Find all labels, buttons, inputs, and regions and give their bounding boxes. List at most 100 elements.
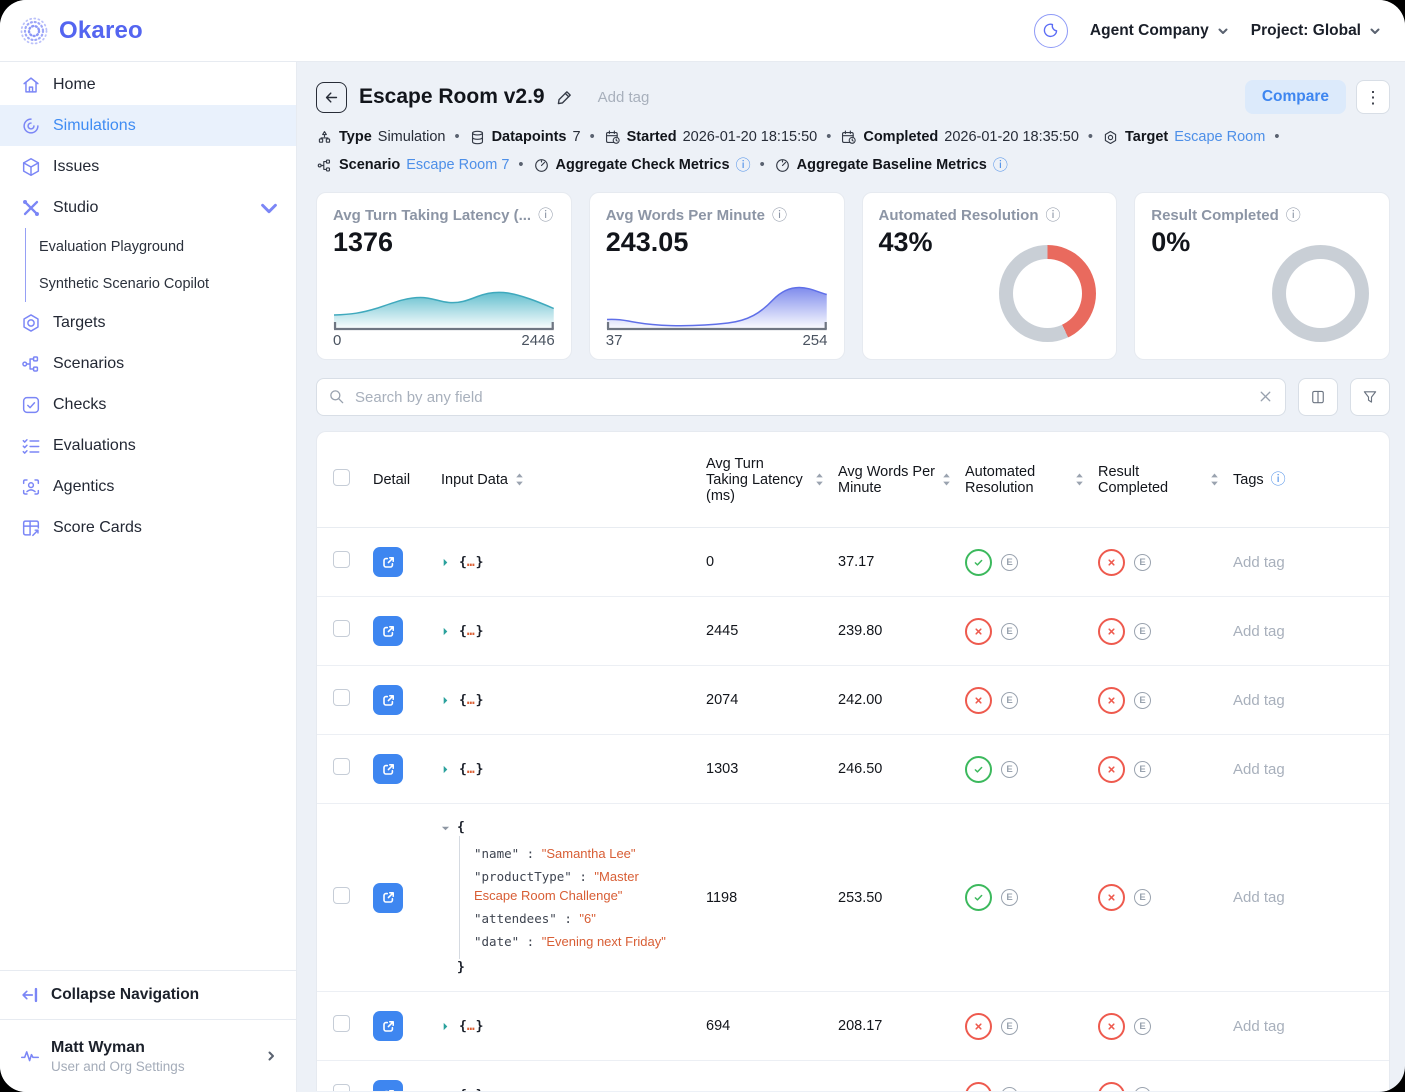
- edit-title-button[interactable]: [555, 88, 574, 107]
- check-square-icon: [19, 393, 43, 417]
- expand-caret-icon[interactable]: [441, 765, 450, 774]
- sidebar-item-home[interactable]: Home: [0, 64, 296, 105]
- expand-caret-icon[interactable]: [441, 627, 450, 636]
- explain-badge[interactable]: E: [1001, 761, 1018, 778]
- row-checkbox[interactable]: [333, 1084, 350, 1091]
- col-words[interactable]: Avg Words Per Minute: [838, 464, 965, 496]
- info-icon[interactable]: ⓘ: [993, 158, 1008, 173]
- explain-badge[interactable]: E: [1001, 1087, 1018, 1092]
- back-button[interactable]: [316, 82, 347, 113]
- row-add-tag[interactable]: Add tag: [1233, 761, 1373, 778]
- user-settings-row[interactable]: Matt Wyman User and Org Settings: [0, 1020, 296, 1092]
- sidebar-item-studio[interactable]: Studio: [0, 187, 296, 228]
- org-selector[interactable]: Agent Company: [1090, 22, 1229, 40]
- col-result-completed[interactable]: Result Completed: [1098, 464, 1233, 496]
- row-detail-button[interactable]: [373, 547, 403, 577]
- row-checkbox[interactable]: [333, 887, 350, 904]
- input-data-preview[interactable]: {…}: [459, 693, 483, 708]
- chevron-down-icon[interactable]: [258, 197, 280, 219]
- sidebar-item-label: Simulations: [53, 117, 136, 135]
- row-detail-button[interactable]: [373, 754, 403, 784]
- explain-badge[interactable]: E: [1001, 623, 1018, 640]
- target-link[interactable]: Escape Room: [1174, 129, 1265, 145]
- sidebar: Home Simulations Issues Studio Evaluatio…: [0, 62, 297, 1092]
- check-circle-icon: [965, 756, 992, 783]
- axis-min-label: 0: [333, 332, 341, 349]
- row-detail-button[interactable]: [373, 883, 403, 913]
- row-checkbox[interactable]: [333, 689, 350, 706]
- input-data-preview[interactable]: {…}: [459, 555, 483, 570]
- explain-badge[interactable]: E: [1134, 692, 1151, 709]
- input-data-preview[interactable]: {…}: [459, 1019, 483, 1034]
- expand-caret-icon[interactable]: [441, 1091, 450, 1092]
- select-all-checkbox[interactable]: [333, 469, 350, 486]
- col-automated-resolution[interactable]: Automated Resolution: [965, 464, 1098, 496]
- info-icon[interactable]: ⓘ: [1271, 472, 1286, 487]
- input-data-preview[interactable]: {…}: [459, 1088, 483, 1092]
- info-icon[interactable]: ⓘ: [1046, 208, 1061, 223]
- row-add-tag[interactable]: Add tag: [1233, 623, 1373, 640]
- row-detail-button[interactable]: [373, 616, 403, 646]
- input-data-preview[interactable]: {…}: [459, 762, 483, 777]
- row-add-tag[interactable]: Add tag: [1233, 554, 1373, 571]
- row-checkbox[interactable]: [333, 1015, 350, 1032]
- cell-words-per-minute: 208.17: [838, 1018, 965, 1034]
- explain-badge[interactable]: E: [1134, 554, 1151, 571]
- row-add-tag[interactable]: Add tag: [1233, 889, 1373, 906]
- row-detail-button[interactable]: [373, 685, 403, 715]
- explain-badge[interactable]: E: [1001, 554, 1018, 571]
- collapse-navigation-button[interactable]: Collapse Navigation: [0, 971, 296, 1019]
- row-add-tag[interactable]: Add tag: [1233, 1018, 1373, 1035]
- explain-badge[interactable]: E: [1001, 1018, 1018, 1035]
- info-icon[interactable]: ⓘ: [1286, 208, 1301, 223]
- expand-caret-icon[interactable]: [441, 1022, 450, 1031]
- explain-badge[interactable]: E: [1134, 889, 1151, 906]
- sidebar-item-checks[interactable]: Checks: [0, 384, 296, 425]
- clear-search-icon[interactable]: [1257, 388, 1274, 410]
- search-input[interactable]: [316, 378, 1286, 416]
- info-icon[interactable]: ⓘ: [538, 208, 553, 223]
- row-detail-button[interactable]: [373, 1080, 403, 1091]
- sidebar-item-scenarios[interactable]: Scenarios: [0, 343, 296, 384]
- info-icon[interactable]: ⓘ: [772, 208, 787, 223]
- scenario-link[interactable]: Escape Room 7: [406, 157, 509, 173]
- sidebar-item-simulations[interactable]: Simulations: [0, 105, 296, 146]
- words-area-chart: [606, 275, 828, 331]
- kebab-menu-button[interactable]: ⋮: [1356, 80, 1390, 114]
- info-icon[interactable]: ⓘ: [736, 158, 751, 173]
- row-detail-button[interactable]: [373, 1011, 403, 1041]
- explain-badge[interactable]: E: [1134, 1087, 1151, 1092]
- explain-badge[interactable]: E: [1134, 761, 1151, 778]
- row-checkbox[interactable]: [333, 758, 350, 775]
- explain-badge[interactable]: E: [1001, 889, 1018, 906]
- explain-badge[interactable]: E: [1134, 623, 1151, 640]
- expand-caret-icon[interactable]: [441, 696, 450, 705]
- sidebar-item-targets[interactable]: Targets: [0, 302, 296, 343]
- sidebar-item-agentics[interactable]: Agentics: [0, 466, 296, 507]
- row-add-tag[interactable]: Add tag: [1233, 692, 1373, 709]
- compare-button[interactable]: Compare: [1245, 80, 1346, 114]
- sidebar-item-evaluations[interactable]: Evaluations: [0, 425, 296, 466]
- sidebar-item-synthetic-scenario-copilot[interactable]: Synthetic Scenario Copilot: [26, 265, 296, 302]
- expand-caret-icon[interactable]: [441, 558, 450, 567]
- filter-button[interactable]: [1350, 378, 1390, 416]
- input-data-preview[interactable]: {…}: [459, 624, 483, 639]
- project-selector[interactable]: Project: Global: [1251, 22, 1381, 40]
- theme-toggle-button[interactable]: [1034, 14, 1068, 48]
- explain-badge[interactable]: E: [1134, 1018, 1151, 1035]
- col-latency[interactable]: Avg Turn Taking Latency (ms): [706, 456, 838, 504]
- add-tag-field[interactable]: Add tag: [598, 89, 650, 106]
- sidebar-item-score-cards[interactable]: Score Cards: [0, 507, 296, 548]
- column-settings-button[interactable]: [1298, 378, 1338, 416]
- collapse-caret-icon[interactable]: [441, 824, 450, 833]
- col-input-data[interactable]: Input Data: [441, 472, 706, 488]
- row-checkbox[interactable]: [333, 551, 350, 568]
- cell-input-data: {…}: [441, 693, 706, 708]
- explain-badge[interactable]: E: [1001, 692, 1018, 709]
- row-checkbox[interactable]: [333, 620, 350, 637]
- sidebar-item-evaluation-playground[interactable]: Evaluation Playground: [26, 228, 296, 265]
- cell-latency: 2445: [706, 623, 838, 639]
- app-window: Okareo Agent Company Project: Global Hom…: [0, 0, 1405, 1092]
- sidebar-item-issues[interactable]: Issues: [0, 146, 296, 187]
- okareo-logo[interactable]: Okareo: [19, 16, 143, 46]
